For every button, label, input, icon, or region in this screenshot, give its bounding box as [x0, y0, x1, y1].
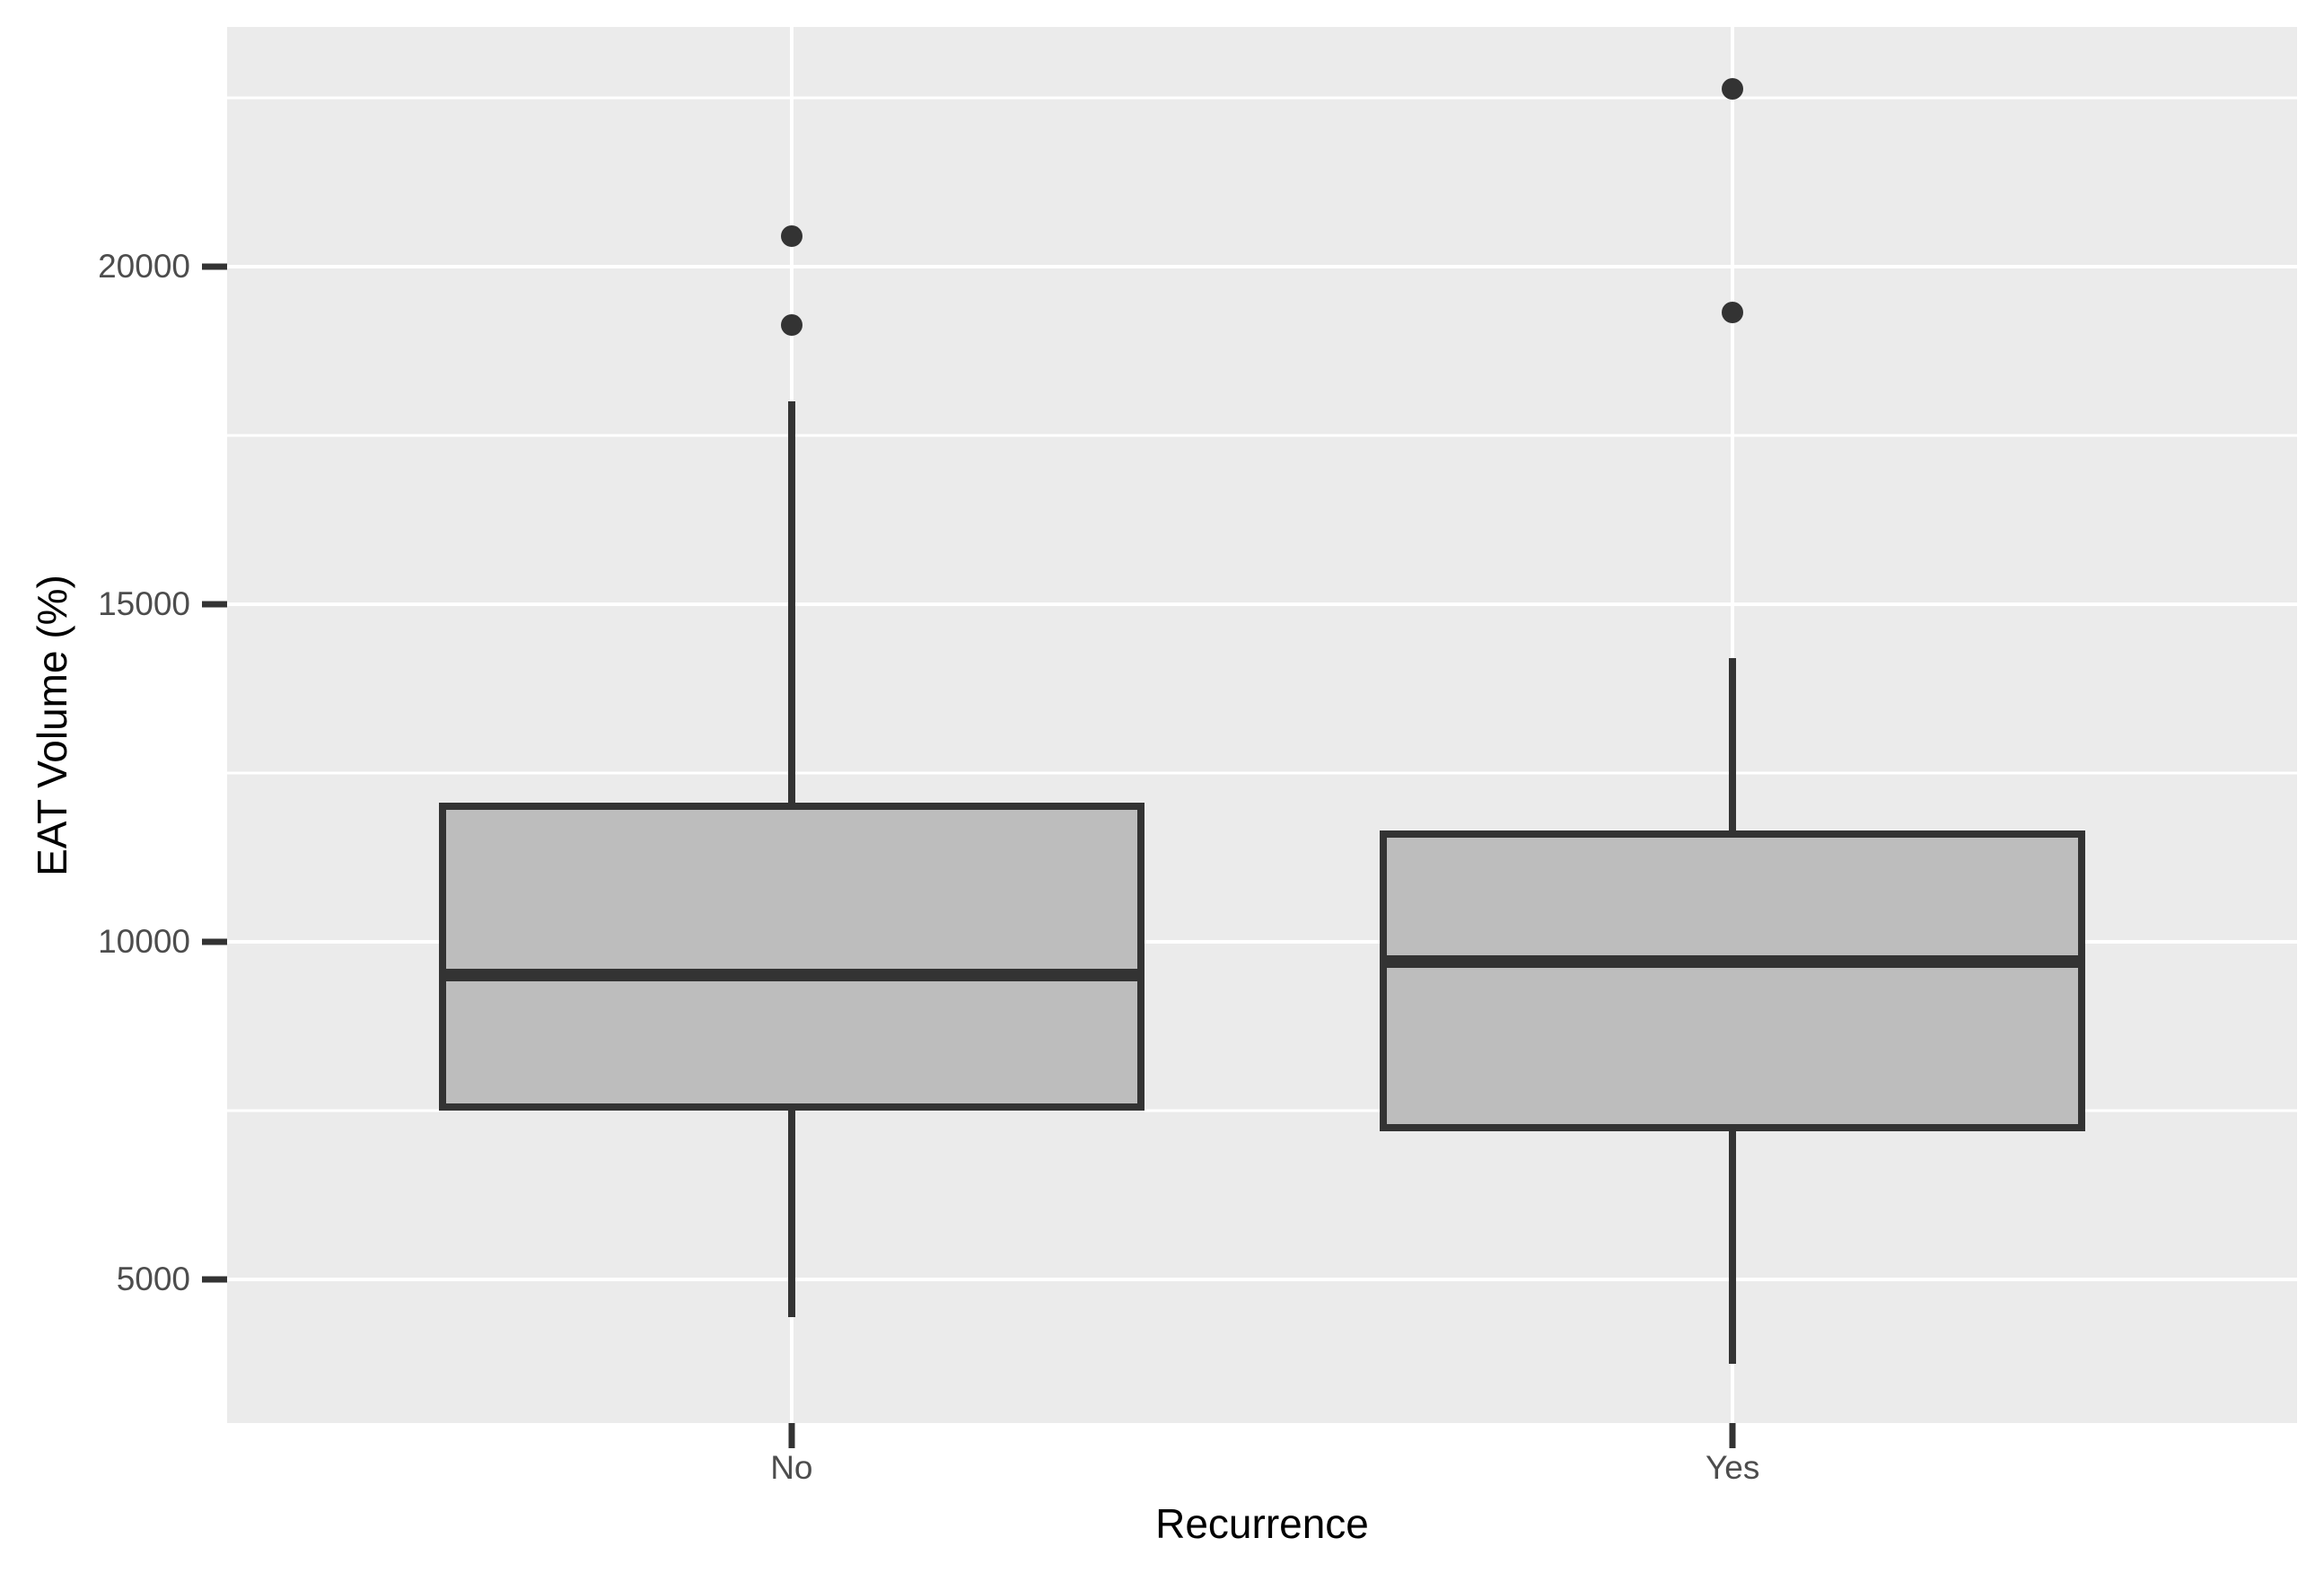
outlier-point	[780, 225, 802, 248]
lower-whisker	[787, 1107, 795, 1317]
lower-whisker	[1729, 1127, 1737, 1364]
y-tick-label: 15000	[98, 584, 190, 622]
major-gridline	[227, 939, 2297, 944]
minor-gridline	[227, 434, 2297, 437]
outlier-point	[1722, 78, 1744, 101]
minor-gridline	[227, 771, 2297, 775]
major-gridline	[227, 264, 2297, 268]
x-tick-label: Yes	[1705, 1449, 1760, 1486]
median-line	[445, 969, 1138, 982]
y-axis-tick	[202, 938, 227, 945]
upper-whisker	[787, 401, 795, 807]
y-axis-tick	[202, 601, 227, 608]
minor-gridline	[227, 1109, 2297, 1112]
plot-panel	[227, 27, 2297, 1423]
y-tick-label: 5000	[116, 1260, 190, 1297]
y-axis-tick	[202, 1276, 227, 1283]
median-line	[1386, 955, 2079, 969]
x-tick-label: No	[770, 1449, 813, 1486]
y-axis-title: EAT Volume (%)	[29, 574, 75, 876]
outlier-point	[1722, 302, 1744, 324]
major-gridline	[227, 1277, 2297, 1281]
x-axis-title: Recurrence	[1155, 1500, 1369, 1547]
y-tick-label: 20000	[98, 247, 190, 285]
box-no	[438, 803, 1145, 1112]
y-axis-tick	[202, 263, 227, 270]
x-axis-tick	[1729, 1423, 1736, 1448]
x-axis-tick	[788, 1423, 795, 1448]
minor-gridline	[227, 96, 2297, 100]
y-tick-label: 10000	[98, 922, 190, 960]
outlier-point	[780, 313, 802, 336]
box-yes	[1379, 830, 2086, 1131]
major-gridline	[227, 602, 2297, 606]
upper-whisker	[1729, 658, 1737, 834]
